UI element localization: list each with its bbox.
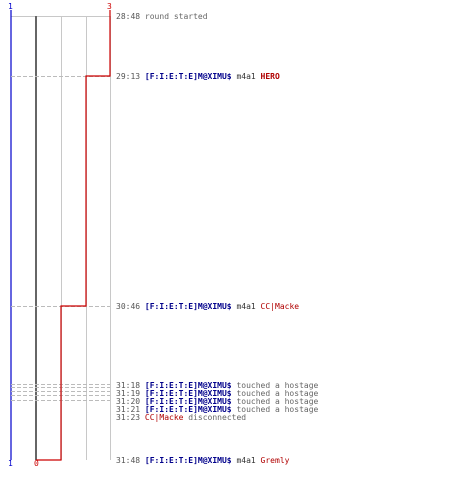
log-player-ct: [F:I:E:T:E]M@XIMU$ [144, 72, 232, 81]
log-time: 29:13 [116, 72, 141, 81]
log-message: touched a hostage [236, 381, 319, 390]
log-line: 31:21 [F:I:E:T:E]M@XIMU$ touched a hosta… [116, 405, 318, 414]
log-player-ct: [F:I:E:T:E]M@XIMU$ [144, 381, 232, 390]
log-player-ct: [F:I:E:T:E]M@XIMU$ [144, 456, 232, 465]
log-time: 28:48 [116, 12, 141, 21]
score-t-bottom: 0 [34, 459, 39, 468]
log-line: 31:20 [F:I:E:T:E]M@XIMU$ touched a hosta… [116, 397, 318, 406]
log-line: 31:18 [F:I:E:T:E]M@XIMU$ touched a hosta… [116, 381, 318, 390]
log-player-ct: [F:I:E:T:E]M@XIMU$ [144, 405, 232, 414]
log-time: 31:18 [116, 381, 141, 390]
log-message: touched a hostage [236, 389, 319, 398]
log-line: 30:46 [F:I:E:T:E]M@XIMU$ m4a1 CC|Macke [116, 302, 299, 311]
t-score-line [36, 10, 111, 461]
score-ct-bottom: 1 [8, 459, 13, 468]
score-t-top: 3 [107, 2, 112, 11]
log-time: 31:20 [116, 397, 141, 406]
log-time: 31:19 [116, 389, 141, 398]
log-message: disconnected [188, 413, 247, 422]
log-time: 31:21 [116, 405, 141, 414]
log-weapon: m4a1 [236, 456, 256, 465]
log-victim: CC|Macke [260, 302, 300, 311]
log-player-ct: [F:I:E:T:E]M@XIMU$ [144, 389, 232, 398]
log-line: 29:13 [F:I:E:T:E]M@XIMU$ m4a1 HERO [116, 72, 280, 81]
log-weapon: m4a1 [236, 72, 256, 81]
log-victim: HERO [260, 72, 280, 81]
log-victim: Gremly [260, 456, 290, 465]
log-weapon: m4a1 [236, 302, 256, 311]
log-time: 31:48 [116, 456, 141, 465]
log-line: 31:19 [F:I:E:T:E]M@XIMU$ touched a hosta… [116, 389, 318, 398]
log-time: 31:23 [116, 413, 141, 422]
log-player-ct: [F:I:E:T:E]M@XIMU$ [144, 397, 232, 406]
log-line: 31:23 CC|Macke disconnected [116, 413, 246, 422]
score-ct-top: 1 [8, 2, 13, 11]
log-line: 28:48 round started [116, 12, 208, 21]
log-player-t: CC|Macke [144, 413, 184, 422]
log-message: touched a hostage [236, 397, 319, 406]
log-time: 30:46 [116, 302, 141, 311]
log-message: touched a hostage [236, 405, 319, 414]
log-message: round started [144, 12, 208, 21]
log-player-ct: [F:I:E:T:E]M@XIMU$ [144, 302, 232, 311]
log-line: 31:48 [F:I:E:T:E]M@XIMU$ m4a1 Gremly [116, 456, 289, 465]
